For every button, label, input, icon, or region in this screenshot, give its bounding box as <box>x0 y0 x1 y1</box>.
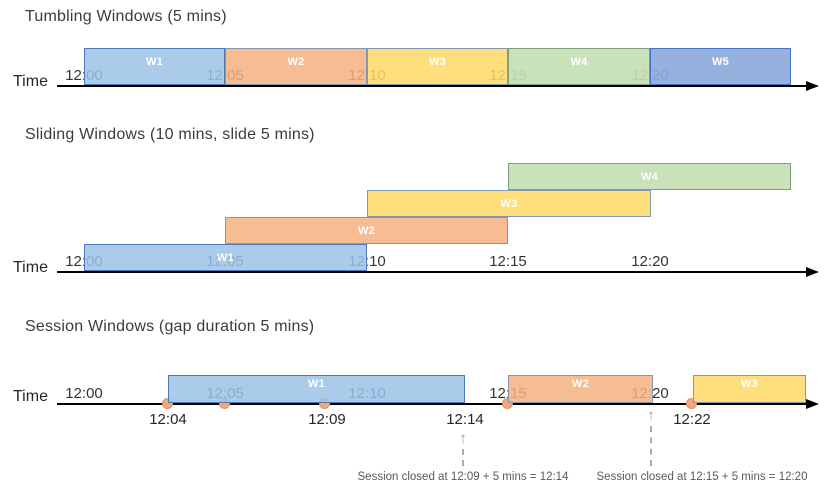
sliding-window-w4: W4 <box>508 163 791 190</box>
session-window-w3: W3 <box>693 375 806 403</box>
tumbling-window-w1: W1 <box>84 48 225 85</box>
event-dot-1204 <box>162 398 173 409</box>
window-label: W1 <box>307 378 326 390</box>
event-dot-1222 <box>686 398 697 409</box>
window-label: W3 <box>428 55 447 68</box>
callout-arrow-dash <box>462 449 464 466</box>
sliding-window-w1: W1 <box>84 244 367 271</box>
session-window-w2: W2 <box>508 375 653 403</box>
callout-arrow-dash <box>650 426 652 466</box>
sliding-time-axis-label: Time <box>13 259 48 276</box>
window-label: W4 <box>570 55 588 68</box>
event-label-1204: 12:04 <box>149 411 187 428</box>
tumbling-window-w3: W3 <box>367 48 508 85</box>
window-label: W1 <box>216 251 235 264</box>
tumbling-time-axis-label: Time <box>13 73 48 90</box>
session-time-axis-label: Time <box>13 388 48 405</box>
window-label: W4 <box>640 170 659 183</box>
event-label-1209: 12:09 <box>308 411 346 428</box>
callout-arrow-up-icon: ↑ <box>459 430 467 447</box>
sliding-tick-1215: 12:15 <box>489 253 527 270</box>
sliding-title: Sliding Windows (10 mins, slide 5 mins) <box>25 126 315 143</box>
window-label: W3 <box>500 197 518 210</box>
sliding-window-w2: W2 <box>225 217 508 244</box>
session-close-annotation-1: Session closed at 12:09 + 5 mins = 12:14 <box>357 471 569 483</box>
window-label: W2 <box>357 224 376 237</box>
window-label: W3 <box>740 378 759 390</box>
sliding-window-w3: W3 <box>367 190 651 217</box>
session-close-annotation-2: Session closed at 12:15 + 5 mins = 12:20 <box>596 471 808 483</box>
session-timeline-arrow-icon <box>806 399 819 409</box>
callout-arrow-up-icon: ↑ <box>647 407 655 424</box>
session-window-w1: W1 <box>168 375 465 403</box>
tumbling-window-w4: W4 <box>508 48 650 85</box>
tumbling-timeline <box>57 85 806 87</box>
event-label-1214: 12:14 <box>446 411 484 428</box>
window-label: W2 <box>571 378 590 390</box>
window-label: W1 <box>145 55 164 68</box>
window-label: W5 <box>711 55 730 68</box>
window-label: W2 <box>287 55 305 68</box>
event-dot-1215 <box>502 398 513 409</box>
session-tick-1200: 12:00 <box>65 385 103 402</box>
tumbling-title: Tumbling Windows (5 mins) <box>25 8 227 25</box>
event-label-1222: 12:22 <box>673 411 711 428</box>
sliding-tick-1220: 12:20 <box>631 253 669 270</box>
tumbling-window-w2: W2 <box>225 48 367 85</box>
session-timeline <box>57 403 806 405</box>
sliding-timeline <box>57 271 806 273</box>
session-title: Session Windows (gap duration 5 mins) <box>25 318 315 335</box>
sliding-timeline-arrow-icon <box>806 267 819 277</box>
tumbling-window-w5: W5 <box>650 48 791 85</box>
tumbling-timeline-arrow-icon <box>806 81 819 91</box>
